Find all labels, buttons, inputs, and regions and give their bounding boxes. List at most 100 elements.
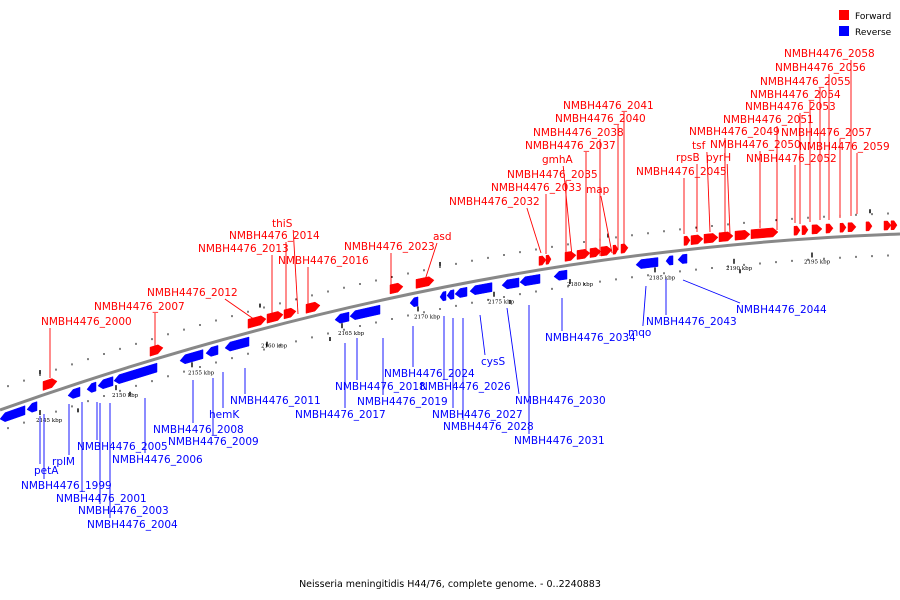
forward-gene-arrow bbox=[564, 251, 577, 262]
forward-gene-arrow bbox=[825, 223, 834, 234]
reverse-gene-arrow bbox=[501, 277, 520, 290]
forward-gene-arrow bbox=[266, 311, 284, 324]
reverse-gene-label: rplM bbox=[52, 456, 75, 468]
tick-label: 2180 kbp bbox=[567, 282, 594, 288]
forward-gene-label: NMBH4476_2035 bbox=[507, 169, 598, 181]
forward-gene-label: tsf bbox=[692, 140, 706, 152]
reverse-gene-arrow bbox=[635, 257, 659, 269]
forward-gene-arrow bbox=[793, 225, 801, 236]
forward-gene-label: thiS bbox=[272, 218, 293, 230]
reverse-gene-arrow bbox=[179, 349, 204, 365]
reverse-gene-arrow bbox=[677, 253, 688, 264]
reverse-gene-arrow bbox=[26, 401, 38, 413]
forward-gene-arrow bbox=[847, 222, 857, 233]
forward-gene-label: NMBH4476_2033 bbox=[491, 182, 582, 194]
reverse-gene-label: NMBH4476_2009 bbox=[168, 436, 259, 448]
forward-gene-arrow bbox=[283, 307, 297, 320]
forward-leader-line bbox=[706, 151, 711, 233]
reverse-gene-arrow bbox=[113, 362, 158, 384]
forward-gene-arrow bbox=[620, 243, 629, 254]
reverse-gene-label: NMBH4476_2006 bbox=[112, 454, 203, 466]
forward-gene-arrow bbox=[149, 344, 164, 357]
forward-gene-arrow bbox=[576, 249, 591, 260]
legend-swatch-forward bbox=[839, 10, 849, 20]
forward-gene-arrow bbox=[589, 247, 602, 258]
legend-swatch-reverse bbox=[839, 26, 849, 36]
forward-leader-line bbox=[292, 229, 299, 315]
forward-gene-arrow bbox=[415, 276, 435, 289]
forward-gene-label: NMBH4476_2013 bbox=[198, 243, 289, 255]
reverse-gene-arrow bbox=[553, 269, 568, 281]
reverse-gene-label: NMBH4476_2003 bbox=[78, 505, 169, 517]
forward-gene-arrow bbox=[811, 224, 823, 235]
forward-gene-arrow bbox=[389, 282, 404, 295]
reverse-gene-label: cysS bbox=[481, 356, 505, 368]
tick-label: 2150 kbp bbox=[112, 393, 139, 399]
reverse-gene-arrow bbox=[469, 282, 493, 295]
forward-gene-label: NMBH4476_2051 bbox=[723, 114, 814, 126]
reverse-gene-arrow bbox=[334, 311, 350, 324]
reverse-gene-arrow bbox=[446, 289, 455, 300]
forward-gene-arrow bbox=[839, 222, 847, 233]
tick-label: 2165 kbp bbox=[338, 331, 365, 337]
tick-label: 2155 kbp bbox=[188, 370, 215, 376]
reverse-gene-label: NMBH4476_2024 bbox=[384, 368, 475, 380]
reverse-gene-label: NMBH4476_1999 bbox=[21, 480, 112, 492]
reverse-gene-label: NMBH4476_2019 bbox=[357, 396, 448, 408]
forward-gene-label: NMBH4476_2058 bbox=[784, 48, 875, 60]
forward-gene-label: NMBH4476_2054 bbox=[750, 89, 841, 101]
reverse-gene-label: NMBH4476_2018 bbox=[335, 381, 426, 393]
forward-gene-arrow bbox=[42, 378, 58, 391]
forward-gene-arrow bbox=[247, 315, 267, 329]
reverse-gene-label: NMBH4476_2005 bbox=[77, 441, 168, 453]
reverse-gene-arrow bbox=[349, 304, 381, 320]
forward-gene-arrow bbox=[612, 244, 619, 255]
forward-gene-label: NMBH4476_2052 bbox=[746, 153, 837, 165]
forward-gene-arrow bbox=[865, 221, 873, 232]
tick-label: 2160 kbp bbox=[261, 344, 288, 350]
reverse-gene-arrow bbox=[67, 386, 81, 399]
forward-gene-label: NMBH4476_2040 bbox=[555, 113, 646, 125]
reverse-gene-label: NMBH4476_2044 bbox=[736, 304, 827, 316]
forward-gene-arrow bbox=[683, 235, 691, 246]
reverse-gene-label: NMBH4476_2031 bbox=[514, 435, 605, 447]
tick-label: 2190 kbp bbox=[726, 266, 753, 272]
forward-gene-label: NMBH4476_2050 bbox=[710, 139, 801, 151]
forward-gene-arrow bbox=[305, 301, 321, 314]
tick-label: 2170 kbp bbox=[414, 314, 441, 320]
forward-gene-label: NMBH4476_2032 bbox=[449, 196, 540, 208]
forward-gene-arrow bbox=[750, 227, 779, 239]
forward-gene-label: NMBH4476_2049 bbox=[689, 126, 780, 138]
forward-gene-label: asd bbox=[433, 231, 452, 243]
forward-gene-arrow bbox=[703, 233, 719, 244]
forward-gene-arrow bbox=[600, 245, 613, 257]
forward-gene-label: NMBH4476_2056 bbox=[775, 62, 866, 74]
reverse-gene-arrow bbox=[0, 405, 26, 422]
reverse-leader-line bbox=[506, 307, 520, 395]
reverse-gene-arrow bbox=[665, 255, 674, 266]
reverse-gene-label: petA bbox=[34, 465, 59, 477]
tick-label: 2195 kbp bbox=[804, 260, 831, 266]
reverse-gene-arrow bbox=[205, 345, 219, 357]
forward-leader-line bbox=[423, 242, 438, 284]
forward-gene-label: NMBH4476_2000 bbox=[41, 316, 132, 328]
forward-leader-line bbox=[562, 165, 573, 257]
reverse-gene-label: NMBH4476_2027 bbox=[432, 409, 523, 421]
reverse-gene-arrow bbox=[97, 376, 114, 390]
forward-gene-label: NMBH4476_2007 bbox=[94, 301, 185, 313]
reverse-gene-arrow bbox=[519, 274, 541, 287]
forward-gene-arrow bbox=[690, 234, 704, 245]
forward-leader-line bbox=[600, 195, 613, 254]
forward-gene-label: NMBH4476_2037 bbox=[525, 140, 616, 152]
forward-gene-arrow bbox=[734, 230, 751, 241]
forward-gene-label: NMBH4476_2045 bbox=[636, 166, 727, 178]
reverse-gene-label: NMBH4476_2001 bbox=[56, 493, 147, 505]
reverse-gene-arrow bbox=[224, 336, 250, 352]
forward-gene-label: gmhA bbox=[542, 154, 574, 166]
tick-layer: 2145 kbp 2150 kbp 2155 kbp 2160 kbp 2165 kbp… bbox=[7, 209, 889, 430]
leader-lines bbox=[39, 60, 858, 518]
forward-gene-label: NMBH4476_2041 bbox=[563, 100, 654, 112]
genome-backbone bbox=[0, 232, 900, 412]
forward-gene-label: NMBH4476_2059 bbox=[799, 141, 890, 153]
forward-leader-line bbox=[526, 207, 542, 254]
